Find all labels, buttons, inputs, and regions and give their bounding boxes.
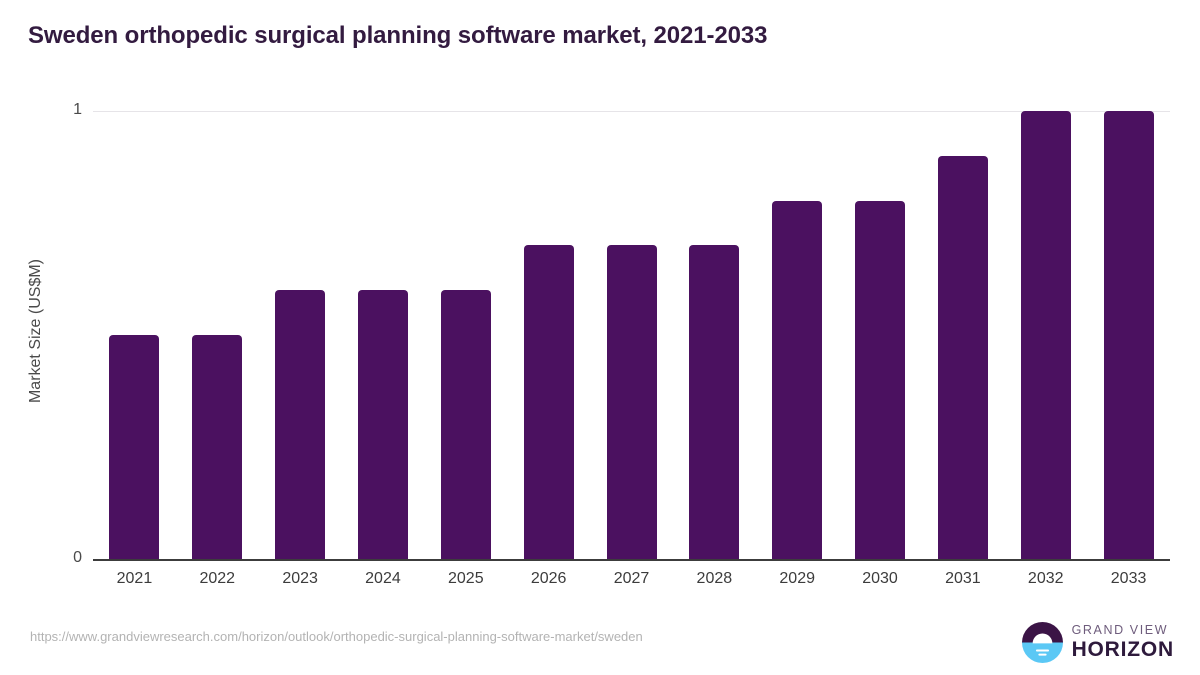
bar-2022[interactable]: [192, 335, 243, 559]
source-url[interactable]: https://www.grandviewresearch.com/horizo…: [30, 629, 643, 644]
bar-2021[interactable]: [109, 335, 160, 559]
bar-2024[interactable]: [357, 290, 408, 559]
y-axis-tick-label-top: 1: [73, 101, 82, 118]
x-axis-tick-label-2023: 2023: [282, 570, 318, 587]
x-axis-tick-label-2022: 2022: [199, 570, 236, 587]
x-axis-tick-label-2033: 2033: [1110, 570, 1147, 587]
grand-view-horizon-logo-icon: [1021, 621, 1063, 663]
x-axis-tick-label-2031: 2031: [945, 570, 981, 587]
x-axis-tick-label-2021: 2021: [116, 570, 153, 587]
bar-2030[interactable]: [855, 200, 906, 559]
x-axis-tick-label-2027: 2027: [613, 570, 650, 587]
x-axis-tick-label-2025: 2025: [448, 570, 484, 587]
page-title: Sweden orthopedic surgical planning soft…: [28, 22, 768, 49]
bar-2029[interactable]: [772, 200, 823, 559]
bar-2027[interactable]: [606, 245, 657, 559]
brand-logo[interactable]: GRAND VIEW HORIZON: [1021, 620, 1174, 664]
y-axis-title: Market Size (US$M): [27, 258, 44, 404]
x-axis-line: [93, 559, 1170, 561]
bar-2026[interactable]: [523, 245, 574, 559]
plot-area: [93, 111, 1170, 559]
bar-2023[interactable]: [275, 290, 326, 559]
logo-line-horizon: HORIZON: [1071, 638, 1174, 662]
x-axis-tick-label-2029: 2029: [779, 570, 815, 587]
bar-2032[interactable]: [1020, 111, 1071, 559]
bar-2033[interactable]: [1103, 111, 1154, 559]
x-axis-tick-label-2028: 2028: [696, 570, 733, 587]
gridline-top: [93, 111, 1170, 112]
x-axis-tick-label-2032: 2032: [1027, 570, 1064, 587]
bar-2031[interactable]: [937, 155, 988, 559]
logo-wordmark: GRAND VIEW HORIZON: [1072, 624, 1174, 661]
x-axis-tick-label-2026: 2026: [530, 570, 567, 587]
y-axis-tick-label-bottom: 0: [73, 549, 82, 566]
bar-2028[interactable]: [689, 245, 740, 559]
x-axis-tick-label-2030: 2030: [862, 570, 898, 587]
bar-2025[interactable]: [440, 290, 491, 559]
logo-line-grand-view: GRAND VIEW: [1071, 622, 1169, 637]
x-axis-tick-label-2024: 2024: [365, 570, 401, 587]
